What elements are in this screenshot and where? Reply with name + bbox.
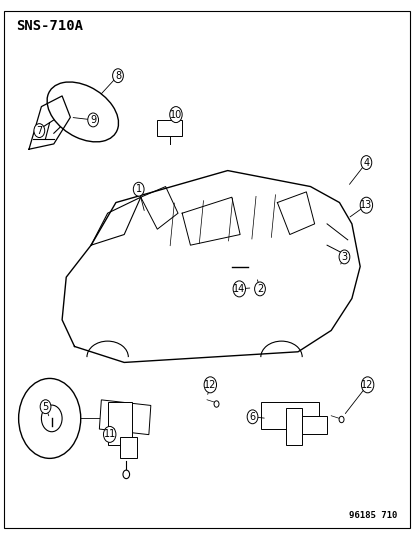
Circle shape	[112, 69, 123, 83]
Text: 12: 12	[361, 380, 373, 390]
Bar	[120, 437, 136, 458]
Text: 3: 3	[341, 252, 347, 262]
Circle shape	[204, 377, 216, 393]
Bar	[99, 400, 150, 434]
Bar	[301, 416, 326, 434]
Circle shape	[88, 113, 98, 127]
Bar	[285, 408, 301, 445]
Circle shape	[247, 410, 257, 424]
Circle shape	[123, 470, 129, 479]
Text: 5: 5	[42, 402, 49, 411]
Ellipse shape	[47, 82, 118, 142]
Circle shape	[338, 416, 343, 423]
Circle shape	[254, 282, 265, 296]
Circle shape	[34, 124, 45, 138]
Circle shape	[360, 156, 371, 169]
Circle shape	[19, 378, 81, 458]
Circle shape	[361, 377, 373, 393]
Text: 11: 11	[103, 430, 116, 439]
Text: 8: 8	[115, 71, 121, 80]
Text: 1: 1	[135, 184, 141, 194]
Text: 2: 2	[256, 284, 263, 294]
Circle shape	[103, 426, 116, 442]
Text: 96185 710: 96185 710	[348, 511, 396, 520]
Text: SNS-710A: SNS-710A	[17, 19, 83, 33]
Circle shape	[40, 400, 51, 414]
Text: 4: 4	[363, 158, 368, 167]
Text: 9: 9	[90, 115, 96, 125]
Circle shape	[214, 401, 218, 407]
Text: 12: 12	[204, 380, 216, 390]
Text: 6: 6	[249, 412, 255, 422]
Text: 7: 7	[36, 126, 43, 135]
Text: 10: 10	[169, 110, 182, 119]
Circle shape	[169, 107, 182, 123]
Circle shape	[233, 281, 245, 297]
Circle shape	[359, 197, 372, 213]
Circle shape	[133, 182, 144, 196]
Circle shape	[41, 405, 62, 432]
Text: 13: 13	[359, 200, 372, 210]
Circle shape	[338, 250, 349, 264]
Bar	[157, 120, 182, 136]
Bar	[260, 402, 318, 429]
Bar	[107, 402, 132, 445]
Text: 14: 14	[233, 284, 245, 294]
